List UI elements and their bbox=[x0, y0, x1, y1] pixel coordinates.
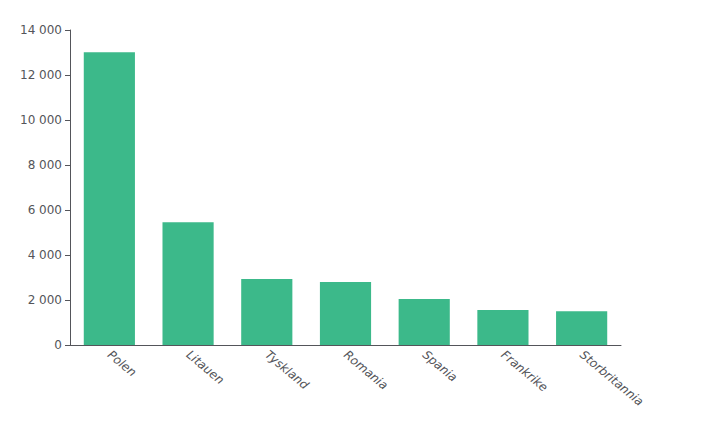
svg-text:12 000: 12 000 bbox=[20, 68, 62, 82]
svg-text:Polen: Polen bbox=[105, 348, 139, 380]
svg-text:4 000: 4 000 bbox=[28, 248, 62, 262]
svg-text:Spania: Spania bbox=[420, 348, 460, 385]
svg-text:2 000: 2 000 bbox=[28, 293, 62, 307]
svg-text:Tyskland: Tyskland bbox=[262, 348, 312, 393]
svg-text:6 000: 6 000 bbox=[28, 203, 62, 217]
svg-text:Litauen: Litauen bbox=[184, 348, 227, 387]
svg-text:Storbritannia: Storbritannia bbox=[577, 348, 646, 409]
svg-text:Romania: Romania bbox=[341, 348, 391, 393]
svg-text:Frankrike: Frankrike bbox=[498, 348, 550, 395]
svg-text:8 000: 8 000 bbox=[28, 158, 62, 172]
svg-text:0: 0 bbox=[54, 338, 62, 352]
svg-text:14 000: 14 000 bbox=[20, 23, 62, 37]
svg-text:10 000: 10 000 bbox=[20, 113, 62, 127]
